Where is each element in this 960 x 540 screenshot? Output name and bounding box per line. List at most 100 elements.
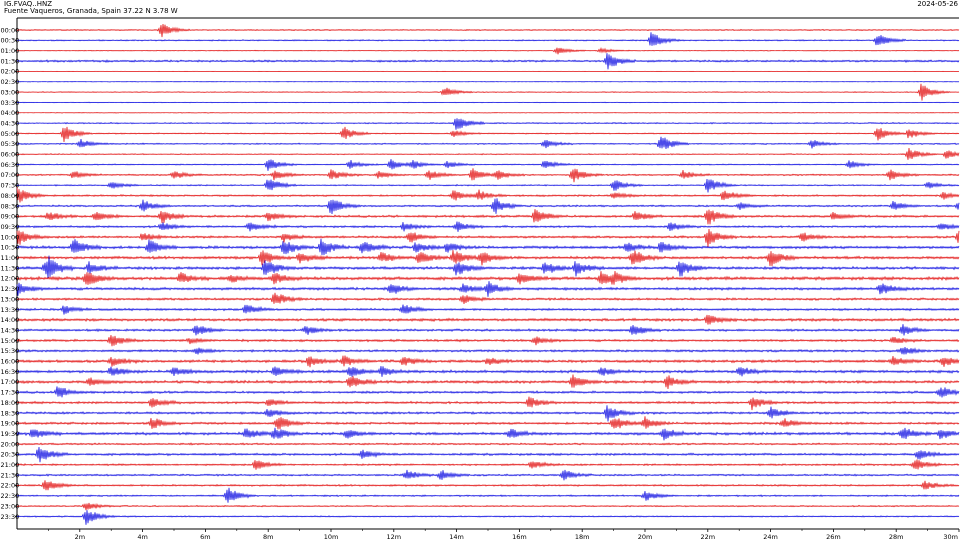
row-label-0000: 00:00 [1,26,20,34]
row-label-0030: 00:30 [1,37,20,45]
row-label-0200: 02:00 [1,68,20,76]
trace-1000 [16,228,960,247]
trace-2000 [16,442,960,446]
trace-0000 [16,23,960,38]
row-label-1030: 10:30 [1,244,20,252]
trace-1530 [16,346,960,355]
trace-1100 [16,250,960,267]
row-label-2330: 23:30 [1,513,20,521]
trace-0930 [16,221,960,232]
trace-0100 [16,47,960,55]
row-label-0800: 08:00 [1,192,20,200]
trace-1430 [16,324,960,336]
row-label-2030: 20:30 [1,451,20,459]
row-label-0230: 02:30 [1,78,20,86]
row-label-1600: 16:00 [1,358,20,366]
x-tick-label-20m: 20m [638,533,653,540]
x-tick-label-4m: 4m [137,533,147,540]
row-label-1930: 19:30 [1,430,20,438]
row-label-1800: 18:00 [1,399,20,407]
x-tick-label-14m: 14m [449,533,464,540]
station-code: IG.FVAQ..HNZ [4,0,53,8]
row-label-0430: 04:30 [1,119,20,127]
trace-0500 [16,126,960,143]
trace-1300 [16,292,960,304]
x-tick-label-10m: 10m [324,533,339,540]
row-label-0830: 08:30 [1,202,20,210]
row-label-0700: 07:00 [1,171,20,179]
row-label-2000: 20:00 [1,440,20,448]
row-label-0400: 04:00 [1,109,20,117]
trace-0830 [16,198,960,215]
x-tick-label-28m: 28m [889,533,904,540]
row-label-0100: 01:00 [1,47,20,55]
row-label-1630: 16:30 [1,368,20,376]
row-label-0900: 09:00 [1,213,20,221]
trace-2100 [16,459,960,470]
trace-1030 [16,238,960,256]
row-label-2200: 22:00 [1,482,20,490]
trace-1230 [16,281,960,297]
row-label-0930: 09:30 [1,223,20,231]
trace-2200 [16,480,960,491]
row-label-2100: 21:00 [1,461,20,469]
x-tick-label-22m: 22m [700,533,715,540]
x-tick-label-2m: 2m [75,533,85,540]
x-tick-label-30m: 30m [943,533,958,540]
row-label-0730: 07:30 [1,182,20,190]
row-label-0500: 05:00 [1,130,20,138]
row-label-0330: 03:30 [1,99,20,107]
trace-1800 [16,396,960,411]
trace-2300 [16,502,960,511]
trace-1730 [16,386,960,398]
trace-0230 [16,80,960,83]
x-tick-label-24m: 24m [763,533,778,540]
trace-0300 [16,83,960,101]
trace-0400 [16,111,960,114]
trace-1130 [16,255,960,279]
row-label-2130: 21:30 [1,471,20,479]
trace-0700 [16,168,960,183]
row-label-1100: 11:00 [1,254,20,262]
row-label-1900: 19:00 [1,420,20,428]
row-label-1700: 17:00 [1,378,20,386]
row-label-1130: 11:30 [1,264,20,272]
trace-1600 [16,355,960,368]
row-label-1000: 10:00 [1,233,20,241]
trace-2330 [16,510,960,525]
row-label-1530: 15:30 [1,347,20,355]
trace-1630 [16,366,960,377]
trace-1500 [16,335,960,347]
row-label-2230: 22:30 [1,492,20,500]
row-label-1730: 17:30 [1,389,20,397]
row-label-0130: 01:30 [1,57,20,65]
trace-0730 [16,178,960,193]
trace-0130 [16,53,960,70]
row-label-0300: 03:00 [1,88,20,96]
trace-2230 [16,487,960,503]
trace-1330 [16,304,960,315]
trace-0530 [16,136,960,150]
trace-0900 [16,209,960,225]
row-label-1200: 12:00 [1,275,20,283]
trace-2130 [16,469,960,481]
row-label-0600: 06:00 [1,151,20,159]
trace-2030 [16,446,960,463]
row-label-1500: 15:00 [1,337,20,345]
trace-1700 [16,374,960,390]
row-label-1400: 14:00 [1,316,20,324]
trace-0630 [16,159,960,171]
x-tick-label-12m: 12m [386,533,401,540]
row-label-1300: 13:00 [1,295,20,303]
row-label-0530: 05:30 [1,140,20,148]
row-label-2300: 23:00 [1,502,20,510]
record-date: 2024-05-26 [917,0,958,8]
x-tick-label-16m: 16m [512,533,527,540]
trace-1400 [16,314,960,325]
station-location: Fuente Vaqueros, Granada, Spain 37.22 N … [4,7,178,15]
x-tick-label-6m: 6m [200,533,210,540]
row-label-1330: 13:30 [1,306,20,314]
trace-1830 [16,405,960,422]
